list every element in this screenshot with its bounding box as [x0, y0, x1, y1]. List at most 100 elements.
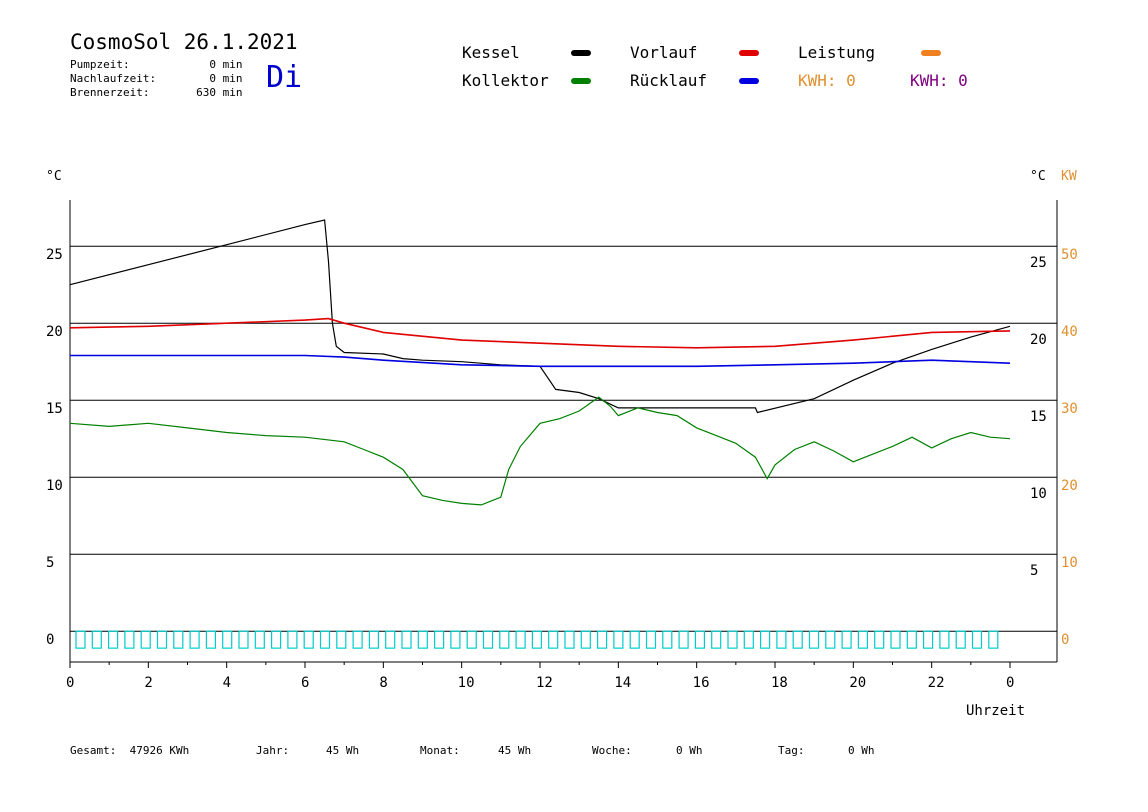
pulse-marker [107, 630, 119, 649]
pulse-marker [808, 630, 820, 649]
pulse-marker [874, 630, 885, 649]
y-tick-left-0: 0 [46, 632, 54, 648]
legend-kessel-swatch [571, 50, 591, 56]
x-tick-3: 6 [301, 675, 309, 691]
x-tick-1: 2 [144, 675, 152, 691]
y-tick-right-20: 20 [1030, 332, 1047, 348]
y-tick-right-15: 15 [1030, 409, 1047, 425]
stat-nachlaufzeit: Nachlaufzeit: 0 min [70, 72, 243, 85]
legend-vorlauf-label: Vorlauf [630, 43, 698, 62]
pulse-marker [417, 630, 428, 649]
pulse-marker [466, 630, 477, 649]
pulse-marker [271, 630, 282, 649]
pulse-marker [711, 630, 722, 649]
footer-jahr: Jahr: [256, 744, 290, 757]
y-tick-kw-10: 10 [1061, 555, 1078, 571]
pulse-marker [613, 630, 624, 649]
pulse-marker [238, 630, 249, 649]
pulse-marker [434, 630, 445, 649]
x-tick-0: 0 [66, 675, 74, 691]
pulse-marker [645, 630, 657, 649]
x-tick-10: 20 [849, 675, 866, 691]
y-tick-right-25: 25 [1030, 255, 1047, 271]
x-tick-8: 16 [693, 675, 710, 691]
pulse-marker [336, 630, 347, 649]
pulse-marker [450, 630, 461, 649]
pulse-marker [352, 630, 363, 649]
footer-jahr-value: 45 Wh [326, 744, 360, 757]
pulse-marker [91, 630, 102, 649]
legend-leistung-label: Leistung [798, 43, 876, 62]
x-tick-7: 14 [614, 675, 631, 691]
pulse-marker [857, 630, 869, 649]
pulse-marker [401, 630, 412, 649]
y-tick-left-15: 15 [46, 401, 63, 417]
pulse-marker [743, 630, 754, 649]
pulse-marker [254, 630, 265, 649]
pump-pulse-markers [75, 630, 999, 649]
weekday-label: Di [266, 60, 303, 95]
pulse-marker [156, 630, 168, 649]
pulse-marker [955, 630, 966, 649]
x-tick-12: 0 [1006, 675, 1014, 691]
legend-kwh-leistung: KWH: 0 [798, 71, 856, 90]
series-line-1 [69, 317, 1011, 349]
pulse-marker [205, 630, 216, 649]
footer-gesamt: Gesamt: 47926 KWh [70, 744, 190, 757]
pulse-marker [564, 630, 575, 649]
x-tick-5: 10 [458, 675, 475, 691]
x-tick-2: 4 [223, 675, 231, 691]
pulse-marker [173, 630, 184, 649]
legend-kollektor-swatch [571, 78, 591, 84]
x-tick-6: 12 [536, 675, 553, 691]
y-tick-right-5: 5 [1030, 563, 1038, 579]
pulse-marker [124, 630, 135, 649]
pulse-marker [727, 630, 738, 649]
y-axis-unit-kw: KW [1061, 169, 1077, 184]
pulse-marker [385, 630, 396, 649]
x-tick-9: 18 [771, 675, 788, 691]
stat-pumpzeit: Pumpzeit: 0 min [70, 58, 243, 71]
legend-vorlauf-swatch [739, 50, 759, 56]
y-tick-left-5: 5 [46, 555, 54, 571]
pulse-marker [792, 630, 803, 649]
pulse-marker [482, 630, 494, 649]
pulse-marker [515, 630, 526, 649]
pulse-marker [596, 630, 608, 649]
pulse-marker [548, 630, 559, 649]
y-tick-kw-30: 30 [1061, 401, 1078, 417]
pulse-marker [841, 630, 852, 649]
footer-tag-value: 0 Wh [848, 744, 875, 757]
x-tick-4: 8 [379, 675, 387, 691]
chart-ticks: 0 5 10 15 20 25 5 10 15 20 25 0 10 20 30 40 50 0 2 4 6 8 10 12 1… [46, 247, 1078, 691]
footer-monat-value: 45 Wh [498, 744, 532, 757]
legend-kollektor-label: Kollektor [462, 71, 549, 90]
pulse-marker [499, 630, 510, 649]
y-tick-kw-40: 40 [1061, 324, 1078, 340]
y-tick-left-20: 20 [46, 324, 63, 340]
y-axis-unit-right: °C [1030, 169, 1046, 184]
pulse-marker [971, 630, 983, 649]
pulse-marker [759, 630, 771, 649]
y-tick-kw-20: 20 [1061, 478, 1078, 494]
pulse-marker [580, 630, 591, 649]
pulse-marker [662, 630, 673, 649]
legend-ruecklauf-swatch [739, 78, 759, 84]
legend-kessel-label: Kessel [462, 43, 520, 62]
series-line-3 [69, 396, 1011, 506]
pulse-marker [922, 630, 934, 649]
chart-series [69, 219, 1011, 506]
pulse-marker [939, 630, 950, 649]
pulse-marker [287, 630, 298, 649]
pulse-marker [368, 630, 379, 649]
x-axis-label: Uhrzeit [966, 703, 1025, 719]
stats-block: Pumpzeit: 0 min Nachlaufzeit: 0 min Brenne… [70, 58, 243, 100]
pulse-marker [694, 630, 706, 649]
footer-monat: Monat: [420, 744, 460, 757]
page-title: CosmoSol 26.1.2021 [70, 30, 298, 54]
y-tick-left-25: 25 [46, 247, 63, 263]
pulse-marker [531, 630, 543, 649]
pulse-marker [890, 630, 901, 649]
legend-leistung-swatch [921, 50, 941, 56]
series-line-0 [69, 219, 1011, 414]
